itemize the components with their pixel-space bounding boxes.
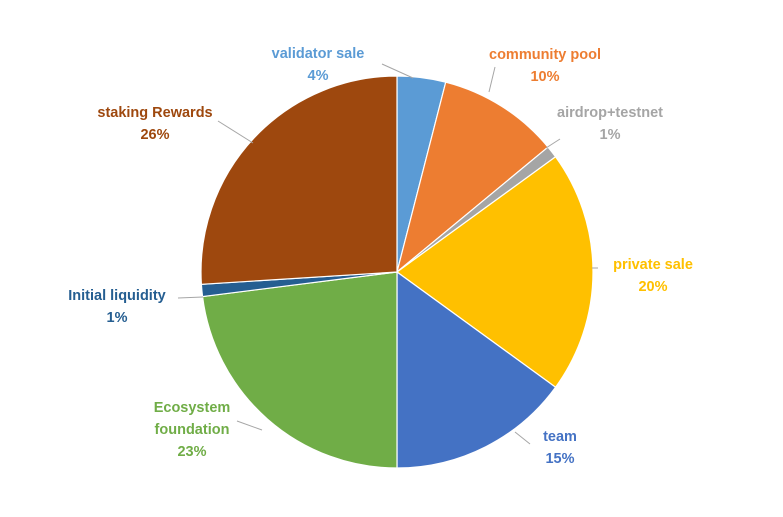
leader-lines (177, 63, 598, 445)
data-label-team: team 15% (543, 429, 577, 467)
pie-slice-team (396, 270, 557, 469)
data-label-name: airdrop+testnet (557, 105, 663, 121)
data-label-name: foundation (155, 422, 230, 438)
data-label-percent: 4% (308, 68, 329, 84)
data-label-initial-liquidity: Initial liquidity 1% (68, 288, 165, 326)
data-label-airdrop-testnet: airdrop+testnet 1% (557, 105, 663, 143)
pie-slice-staking-rewards (200, 75, 398, 285)
leader-line-team (514, 431, 531, 445)
data-label-name: community pool (489, 47, 601, 63)
data-label-percent: 20% (638, 279, 667, 295)
data-label-private-sale: private sale 20% (613, 257, 693, 295)
data-label-name: Initial liquidity (68, 288, 165, 304)
leader-line-initial-liquidity (177, 296, 204, 299)
leader-line-ecosystem-foundation (236, 420, 263, 431)
data-labels: validator sale 4% community pool 10% airdrop… (68, 46, 693, 467)
data-label-name: team (543, 429, 577, 445)
data-label-name: validator sale (272, 46, 365, 62)
pie-slices (200, 75, 594, 469)
leader-line-validator-sale (381, 63, 414, 79)
data-label-staking-rewards: staking Rewards 26% (97, 105, 212, 143)
data-label-name: staking Rewards (97, 105, 212, 121)
data-label-community-pool: community pool 10% (489, 47, 601, 85)
data-label-name: private sale (613, 257, 693, 273)
data-label-percent: 10% (530, 69, 559, 85)
pie-slice-ecosystem-foundation (201, 271, 398, 469)
leader-line-airdrop-testnet (545, 138, 561, 149)
data-label-name: Ecosystem (154, 400, 231, 416)
data-label-percent: 15% (545, 451, 574, 467)
pie-slice-community-pool (395, 81, 549, 274)
pie-slice-private-sale (395, 155, 594, 389)
data-label-ecosystem-foundation: Ecosystem foundation 23% (154, 400, 231, 460)
leader-line-staking-rewards (217, 120, 254, 144)
data-label-validator-sale: validator sale 4% (272, 46, 365, 84)
data-label-percent: 1% (600, 127, 621, 143)
data-label-percent: 23% (177, 444, 206, 460)
data-label-percent: 26% (140, 127, 169, 143)
data-label-percent: 1% (107, 310, 128, 326)
leader-line-community-pool (488, 66, 496, 93)
